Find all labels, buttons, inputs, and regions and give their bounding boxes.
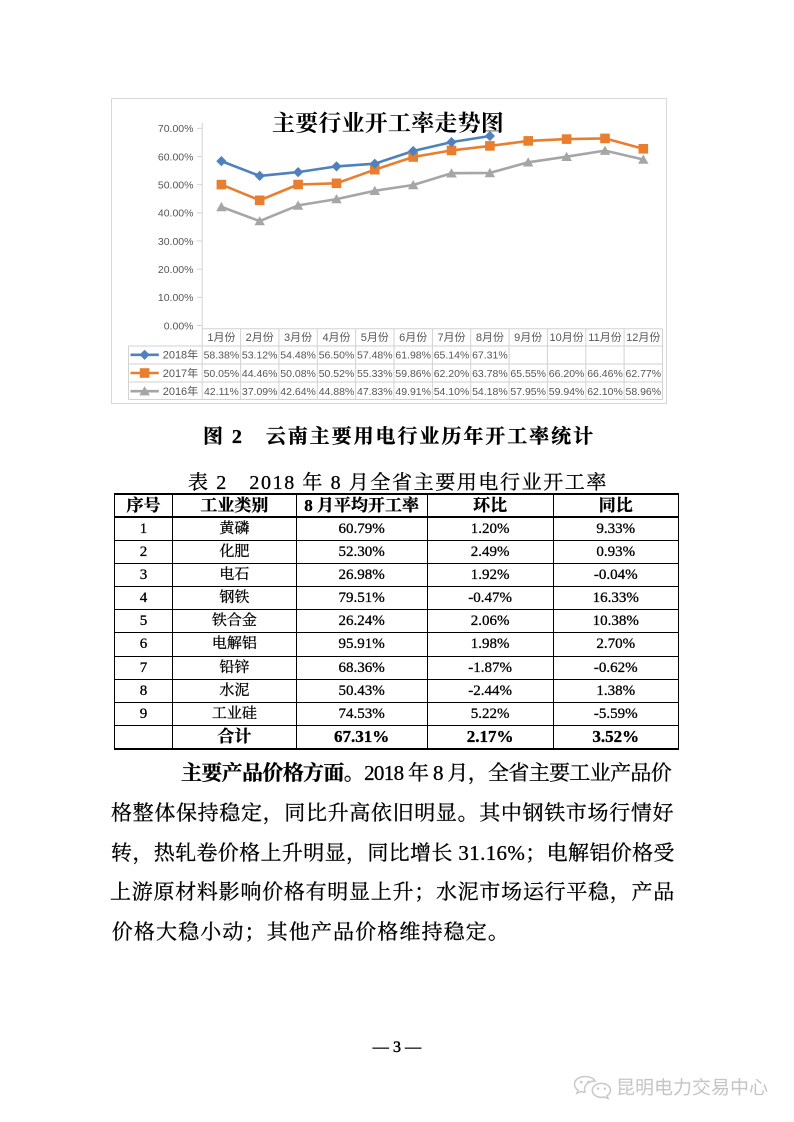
svg-text:2016年: 2016年: [163, 385, 198, 398]
svg-text:50.00%: 50.00%: [158, 180, 194, 192]
svg-text:30.00%: 30.00%: [158, 236, 194, 248]
svg-text:58.38%: 58.38%: [204, 350, 240, 362]
svg-text:37.09%: 37.09%: [242, 386, 278, 398]
svg-text:1月份: 1月份: [207, 331, 235, 344]
svg-text:54.10%: 54.10%: [434, 386, 470, 398]
svg-text:66.20%: 66.20%: [549, 368, 585, 380]
svg-text:62.10%: 62.10%: [587, 386, 623, 398]
svg-text:5月份: 5月份: [361, 331, 389, 344]
svg-text:62.20%: 62.20%: [434, 368, 470, 380]
svg-text:54.18%: 54.18%: [472, 386, 508, 398]
svg-text:9月份: 9月份: [514, 331, 542, 344]
svg-text:2017年: 2017年: [163, 367, 198, 380]
svg-text:60.00%: 60.00%: [158, 151, 194, 163]
svg-text:57.95%: 57.95%: [510, 386, 546, 398]
svg-text:主要行业开工率走势图: 主要行业开工率走势图: [272, 105, 504, 138]
svg-text:20.00%: 20.00%: [158, 264, 194, 276]
svg-text:4月份: 4月份: [322, 331, 350, 344]
svg-text:55.33%: 55.33%: [357, 368, 393, 380]
svg-text:47.83%: 47.83%: [357, 386, 393, 398]
svg-text:10月份: 10月份: [549, 331, 583, 344]
svg-text:2月份: 2月份: [246, 331, 274, 344]
svg-text:56.50%: 56.50%: [319, 350, 355, 362]
svg-text:66.46%: 66.46%: [587, 368, 623, 380]
svg-text:8月份: 8月份: [476, 331, 504, 344]
svg-text:70.00%: 70.00%: [158, 123, 194, 135]
svg-text:12月份: 12月份: [626, 331, 660, 344]
svg-text:62.77%: 62.77%: [625, 368, 661, 380]
svg-text:67.31%: 67.31%: [472, 350, 508, 362]
svg-text:0.00%: 0.00%: [164, 320, 194, 332]
svg-text:3月份: 3月份: [284, 331, 312, 344]
svg-text:59.86%: 59.86%: [395, 368, 431, 380]
svg-text:40.00%: 40.00%: [158, 208, 194, 220]
svg-text:54.48%: 54.48%: [280, 350, 316, 362]
svg-text:50.05%: 50.05%: [204, 368, 240, 380]
svg-text:50.08%: 50.08%: [280, 368, 316, 380]
svg-text:59.94%: 59.94%: [549, 386, 585, 398]
svg-text:42.11%: 42.11%: [204, 386, 239, 398]
svg-text:58.96%: 58.96%: [625, 386, 661, 398]
svg-text:65.55%: 65.55%: [510, 368, 546, 380]
svg-text:11月份: 11月份: [588, 331, 621, 344]
svg-text:50.52%: 50.52%: [319, 368, 355, 380]
svg-text:42.64%: 42.64%: [280, 386, 316, 398]
svg-text:44.46%: 44.46%: [242, 368, 278, 380]
svg-text:65.14%: 65.14%: [434, 350, 470, 362]
svg-text:6月份: 6月份: [399, 331, 427, 344]
svg-text:44.88%: 44.88%: [319, 386, 355, 398]
svg-text:2018年: 2018年: [163, 349, 198, 362]
svg-text:7月份: 7月份: [437, 331, 465, 344]
svg-text:10.00%: 10.00%: [158, 292, 194, 304]
svg-text:61.98%: 61.98%: [395, 350, 431, 362]
svg-text:49.91%: 49.91%: [395, 386, 431, 398]
svg-text:57.48%: 57.48%: [357, 350, 393, 362]
svg-text:53.12%: 53.12%: [242, 350, 278, 362]
svg-text:63.78%: 63.78%: [472, 368, 508, 380]
